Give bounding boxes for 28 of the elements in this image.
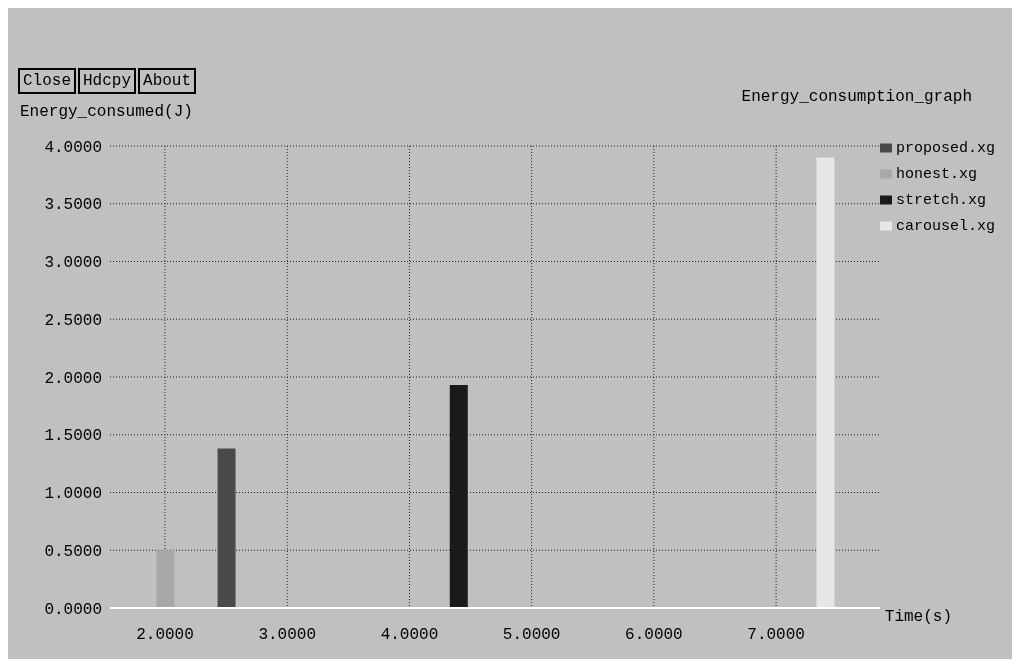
bar (217, 448, 236, 608)
legend-label: stretch.xg (896, 192, 987, 209)
y-tick-label: 1.5000 (44, 427, 102, 446)
x-tick-label: 7.0000 (747, 626, 805, 645)
bar (156, 550, 175, 608)
bar (816, 157, 835, 608)
y-tick-label: 3.0000 (44, 254, 102, 273)
text: Hdcpy (78, 68, 137, 94)
x-tick-label: 4.0000 (380, 626, 439, 645)
y-tick-label: 2.0000 (44, 369, 102, 388)
y-axis-title: Energy_consumed(J) (20, 103, 193, 121)
y-tick-label: 0.0000 (44, 600, 102, 619)
legend-label: proposed.xg (896, 140, 996, 157)
y-tick-label: 2.5000 (44, 311, 102, 330)
y-tick-label: 0.5000 (44, 542, 102, 561)
y-tick-label: 4.0000 (44, 138, 102, 157)
x-tick-label: 6.0000 (625, 626, 683, 645)
x-tick-label: 3.0000 (258, 626, 317, 645)
x-axis-title: Time(s) (884, 608, 952, 626)
chart-title: Energy_consumption_graph (741, 88, 972, 106)
text: Close (18, 68, 77, 94)
y-tick-label: 1.0000 (44, 485, 102, 504)
legend-label: carousel.xg (896, 218, 996, 235)
y-tick-label: 3.5000 (44, 196, 102, 215)
legend-label: honest.xg (896, 166, 978, 183)
text: About (138, 68, 197, 94)
x-tick-label: 2.0000 (136, 626, 194, 645)
x-tick-label: 5.0000 (502, 626, 561, 645)
